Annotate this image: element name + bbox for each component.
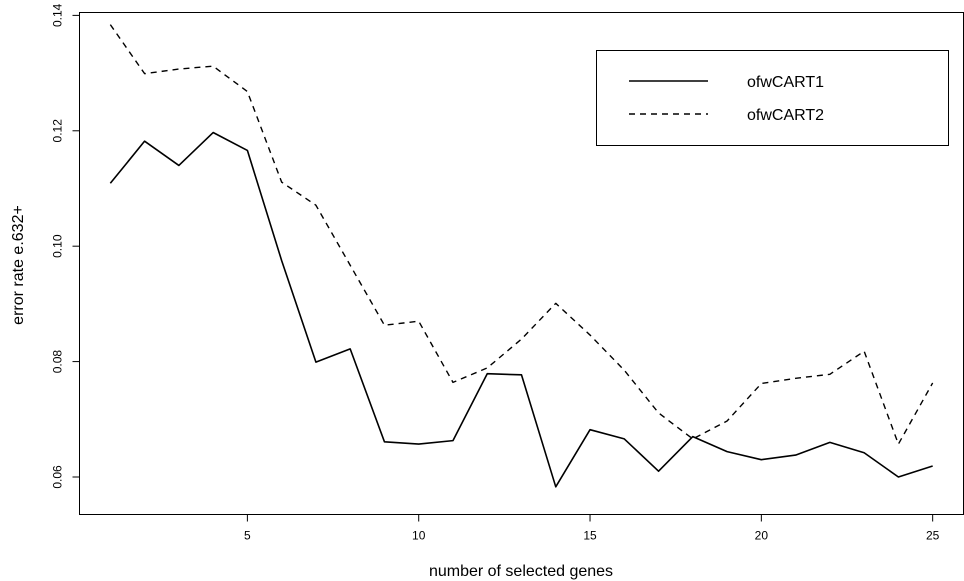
series-lines: [109, 24, 934, 488]
legend-label-ofwcart2: ofwCART2: [747, 107, 824, 124]
y-tick-label: 0.06: [51, 465, 65, 489]
legend-label-ofwcart1: ofwCART1: [747, 74, 824, 91]
x-tick-label: 20: [755, 529, 769, 543]
x-axis-title: number of selected genes: [429, 563, 613, 580]
y-axis: 0.06 0.08 0.10 0.12 0.14: [51, 3, 80, 489]
x-tick-label: 25: [926, 529, 940, 543]
legend-box: [596, 50, 949, 146]
x-axis: 5 10 15 20 25: [244, 514, 940, 543]
y-tick-label: 0.10: [51, 234, 65, 258]
y-tick-label: 0.08: [51, 350, 65, 374]
y-axis-title: error rate e.632+: [10, 205, 27, 325]
y-tick-label: 0.12: [51, 119, 65, 143]
legend: ofwCART1 ofwCART2: [596, 50, 949, 146]
x-tick-label: 15: [583, 529, 597, 543]
x-tick-label: 10: [412, 529, 426, 543]
series-line-ofwcart1: [109, 131, 933, 488]
y-tick-label: 0.14: [51, 3, 65, 27]
x-tick-label: 5: [244, 529, 251, 543]
series-line-ofwcart2: [109, 24, 934, 445]
